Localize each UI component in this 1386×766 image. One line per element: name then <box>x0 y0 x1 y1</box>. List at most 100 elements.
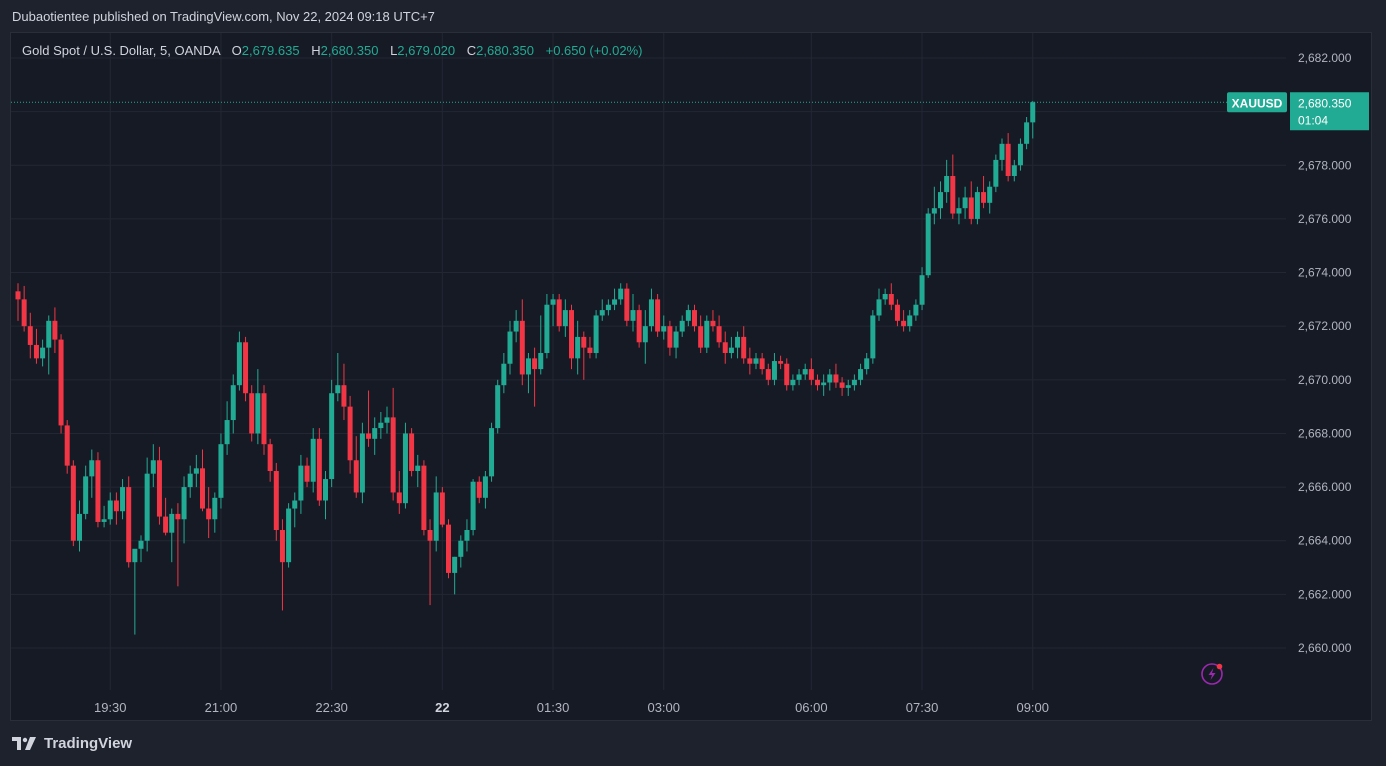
candle-body <box>396 492 402 504</box>
candle-body <box>1005 143 1011 176</box>
candle-body <box>630 310 636 321</box>
candle-body <box>765 369 771 380</box>
candle-body <box>944 176 950 193</box>
candle-body <box>575 336 581 359</box>
legend-close-label: C <box>466 43 477 58</box>
candle <box>722 331 728 364</box>
candle-body <box>316 438 322 501</box>
candle-body <box>753 358 759 364</box>
candle <box>562 299 568 337</box>
candle-body <box>876 299 882 316</box>
candle-body <box>784 363 790 386</box>
candle-body <box>421 465 427 530</box>
candle <box>581 331 587 380</box>
legend-instrument[interactable]: Gold Spot / U.S. Dollar, 5, OANDA <box>22 43 220 58</box>
candle <box>544 294 550 359</box>
candle <box>458 535 464 568</box>
candle-body <box>286 508 292 563</box>
candle <box>501 353 507 394</box>
candle <box>648 288 654 332</box>
legend-high-value: 2,680.350 <box>320 43 379 58</box>
candle <box>944 159 950 203</box>
candle <box>839 377 845 396</box>
candle-body <box>821 382 827 386</box>
candle-body <box>771 361 777 380</box>
candle <box>894 299 900 327</box>
candle-body <box>200 468 205 509</box>
candle <box>193 454 199 488</box>
candle-body <box>679 320 685 332</box>
candle <box>218 433 224 509</box>
y-tick-label: 2,666.000 <box>1298 480 1352 494</box>
candle-body <box>599 310 605 316</box>
candle <box>206 487 212 539</box>
candle <box>612 288 618 311</box>
candle <box>77 500 82 552</box>
candle <box>507 320 513 375</box>
candle <box>144 457 150 552</box>
candle-body <box>845 385 851 388</box>
candle-body <box>999 143 1005 160</box>
price-tag-countdown: 01:04 <box>1298 113 1328 127</box>
candle <box>335 353 341 402</box>
y-axis[interactable]: 2,682.0002,680.0002,678.0002,676.0002,67… <box>1298 51 1352 655</box>
candle-body <box>236 342 242 386</box>
candle <box>661 315 667 340</box>
candle <box>489 422 495 482</box>
candle <box>427 519 433 606</box>
candle-body <box>901 320 907 327</box>
legend-change: +0.650 (+0.02%) <box>545 43 643 58</box>
candle <box>230 374 236 434</box>
legend-open-value: 2,679.635 <box>241 43 300 58</box>
candle <box>593 310 599 359</box>
candle <box>292 492 298 528</box>
candle <box>513 310 519 343</box>
candle <box>630 294 636 332</box>
candle-body <box>913 304 919 316</box>
candle-body <box>956 208 962 214</box>
candle <box>704 315 710 353</box>
candle-body <box>292 500 298 509</box>
candle-body <box>796 374 802 380</box>
footer-brand[interactable]: TradingView <box>12 735 132 752</box>
candle <box>882 288 888 305</box>
candle-body <box>150 460 156 474</box>
candle-body <box>704 320 710 348</box>
candle <box>329 379 335 488</box>
candle <box>851 374 857 391</box>
candle <box>753 353 759 370</box>
candle-body <box>476 481 482 498</box>
candle <box>181 476 187 544</box>
candle-body <box>64 425 70 466</box>
lightning-icon[interactable] <box>1200 662 1224 686</box>
y-tick-label: 2,678.000 <box>1298 158 1352 172</box>
candle-body <box>255 393 261 434</box>
candle <box>956 197 962 225</box>
candle <box>126 476 132 568</box>
candle <box>679 315 685 337</box>
candle <box>464 519 470 552</box>
candle <box>962 186 968 219</box>
candle-body <box>938 192 943 209</box>
candle <box>255 369 261 445</box>
candle <box>70 460 76 547</box>
candle-body <box>95 460 101 522</box>
candle <box>21 285 27 332</box>
candle-body <box>636 310 642 343</box>
candle-body <box>353 460 359 493</box>
candle-body <box>366 433 372 439</box>
candle <box>52 307 58 353</box>
candle-body <box>642 326 648 343</box>
candle-body <box>206 508 212 520</box>
candle <box>267 438 273 482</box>
candle-body <box>15 291 21 300</box>
candle <box>981 176 987 209</box>
grid <box>11 33 1286 690</box>
candle <box>710 310 716 332</box>
candle <box>538 315 544 375</box>
candle <box>569 304 574 370</box>
x-axis[interactable]: 19:30 21:00 22:30 22 01:30 03:00 06:00 07:30 09:… <box>94 700 1049 715</box>
candle <box>120 479 126 520</box>
candle <box>439 487 445 528</box>
